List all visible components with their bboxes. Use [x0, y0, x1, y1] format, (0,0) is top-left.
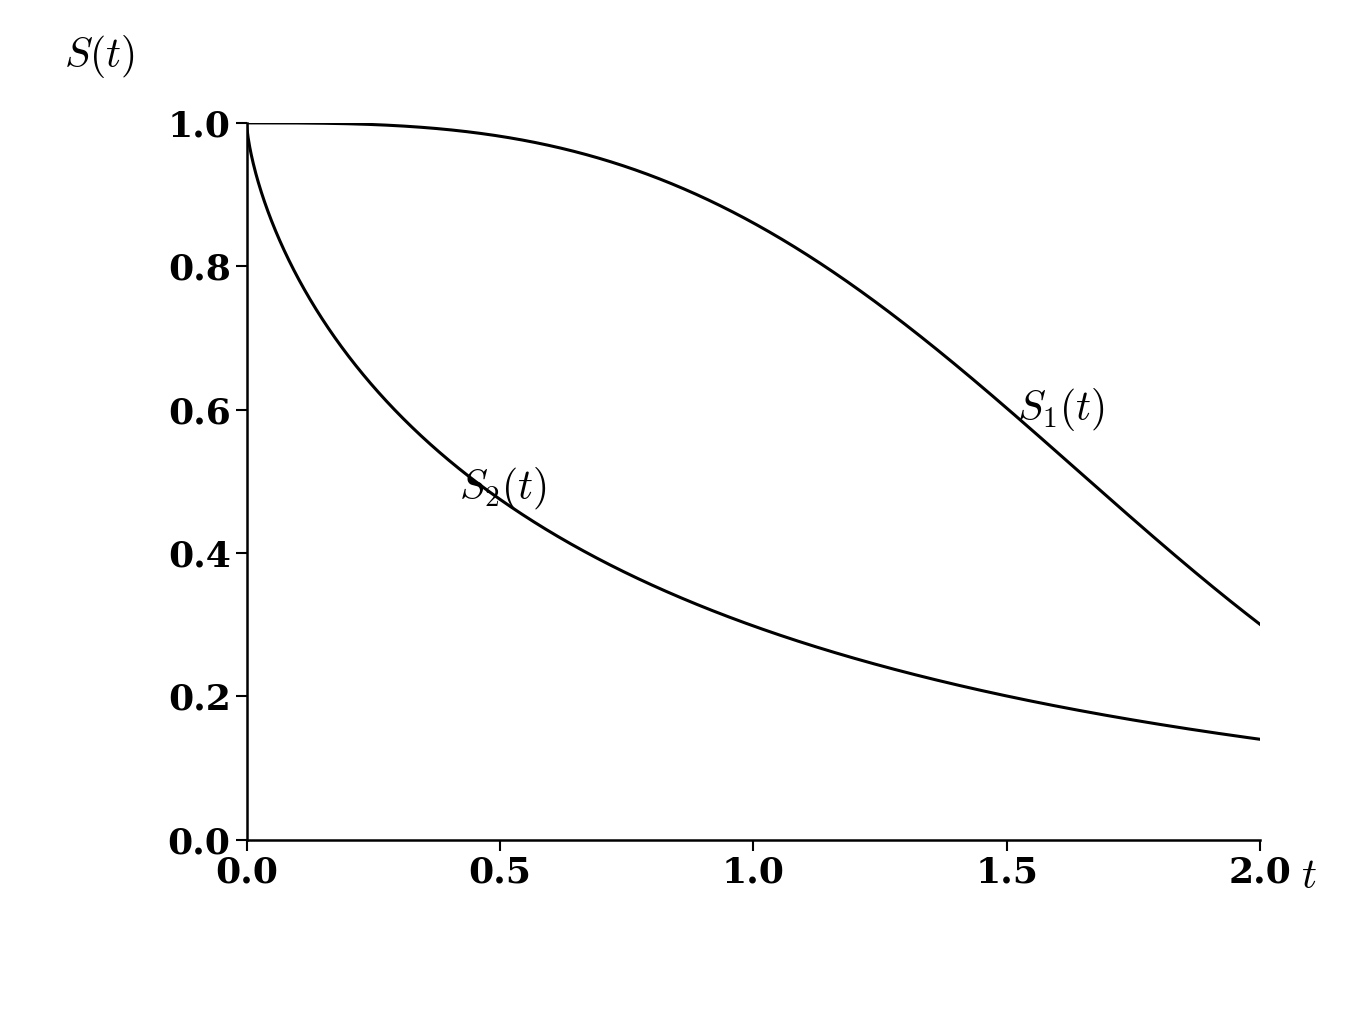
Text: $t$: $t$: [1302, 854, 1317, 897]
Text: $S(t)$: $S(t)$: [64, 33, 136, 80]
Text: $S_2(t)$: $S_2(t)$: [459, 465, 548, 512]
Text: $S_1(t)$: $S_1(t)$: [1017, 386, 1106, 433]
